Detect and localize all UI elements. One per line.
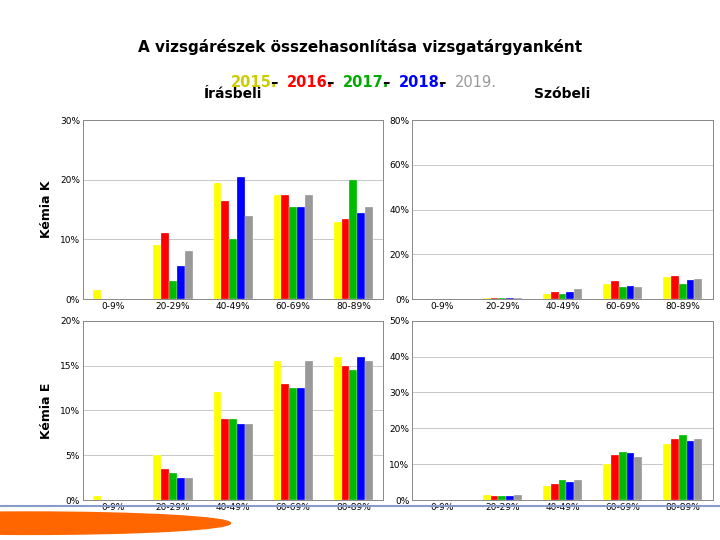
Text: 2015.: 2015. xyxy=(230,75,277,90)
Bar xyxy=(289,207,297,299)
Bar xyxy=(671,276,679,299)
Bar xyxy=(695,279,702,299)
Bar xyxy=(214,393,221,500)
Bar xyxy=(153,246,161,299)
Bar xyxy=(237,424,245,500)
Text: –: – xyxy=(433,75,451,90)
Bar xyxy=(611,455,618,500)
Bar xyxy=(185,252,192,299)
Bar xyxy=(618,287,626,299)
Bar xyxy=(341,219,349,299)
Bar xyxy=(221,201,229,299)
Bar xyxy=(575,289,582,299)
Bar xyxy=(305,194,312,299)
Bar xyxy=(334,221,341,299)
Bar xyxy=(365,207,373,299)
Bar xyxy=(567,293,575,299)
Bar xyxy=(282,194,289,299)
Bar xyxy=(611,281,618,299)
Bar xyxy=(169,473,177,500)
Bar xyxy=(274,194,282,299)
Bar xyxy=(634,457,642,500)
Bar xyxy=(559,480,567,500)
Text: –: – xyxy=(266,75,283,90)
Bar xyxy=(603,464,611,500)
Bar xyxy=(514,298,522,299)
Bar xyxy=(626,286,634,299)
Text: 2018.: 2018. xyxy=(398,75,445,90)
Bar xyxy=(603,284,611,299)
Bar xyxy=(357,213,365,299)
Bar xyxy=(349,370,357,500)
Bar xyxy=(490,496,498,500)
Bar xyxy=(161,469,169,500)
Bar xyxy=(618,451,626,500)
Text: 2016.: 2016. xyxy=(287,75,333,90)
Bar xyxy=(229,239,237,299)
Bar xyxy=(671,439,679,500)
Bar xyxy=(297,207,305,299)
Bar xyxy=(289,388,297,500)
Bar xyxy=(94,496,101,500)
Bar xyxy=(483,298,490,299)
Circle shape xyxy=(0,512,230,535)
Text: A vizsgárészek összehasonlítása vizsgatárgyanként: A vizsgárészek összehasonlítása vizsgatá… xyxy=(138,39,582,55)
Text: Kémia K: Kémia K xyxy=(40,181,53,238)
Bar xyxy=(274,361,282,500)
Text: 2017.: 2017. xyxy=(343,75,389,90)
Bar xyxy=(177,477,185,500)
Bar xyxy=(498,496,506,500)
Bar xyxy=(177,266,185,299)
Bar xyxy=(349,180,357,299)
Bar xyxy=(237,177,245,299)
Bar xyxy=(559,294,567,299)
Bar xyxy=(341,366,349,500)
Bar xyxy=(161,233,169,299)
Text: –: – xyxy=(377,75,395,90)
Bar xyxy=(483,495,490,500)
Bar xyxy=(551,484,559,500)
Text: Szóbeli: Szóbeli xyxy=(534,87,590,101)
Bar xyxy=(551,293,559,299)
Bar xyxy=(543,294,551,299)
Bar xyxy=(169,281,177,299)
Text: Kémia E: Kémia E xyxy=(40,382,53,438)
Bar xyxy=(221,420,229,500)
Bar xyxy=(506,496,514,500)
Bar xyxy=(506,298,514,299)
Bar xyxy=(679,435,687,500)
Bar xyxy=(245,424,253,500)
Text: Írásbeli: Írásbeli xyxy=(204,87,262,101)
Bar xyxy=(357,356,365,500)
Bar xyxy=(663,444,671,500)
Bar xyxy=(94,290,101,299)
Bar xyxy=(365,361,373,500)
Bar xyxy=(567,482,575,500)
Text: 2019.: 2019. xyxy=(454,75,497,90)
Bar xyxy=(245,215,253,299)
Bar xyxy=(305,361,312,500)
Bar xyxy=(679,284,687,299)
Bar xyxy=(490,298,498,299)
Bar xyxy=(297,388,305,500)
Bar xyxy=(282,383,289,500)
Bar xyxy=(663,277,671,299)
Bar xyxy=(334,356,341,500)
Bar xyxy=(214,183,221,299)
Bar xyxy=(695,439,702,500)
Bar xyxy=(687,441,695,500)
Bar xyxy=(575,480,582,500)
Text: –: – xyxy=(322,75,339,90)
Bar xyxy=(687,280,695,299)
Bar xyxy=(185,477,192,500)
Text: KTATÁSI HIVATAL: KTATÁSI HIVATAL xyxy=(47,518,146,528)
Bar xyxy=(153,455,161,500)
Bar xyxy=(514,495,522,500)
Bar xyxy=(543,485,551,500)
Bar xyxy=(634,287,642,299)
Bar xyxy=(229,420,237,500)
Bar xyxy=(626,454,634,500)
Bar xyxy=(498,298,506,299)
